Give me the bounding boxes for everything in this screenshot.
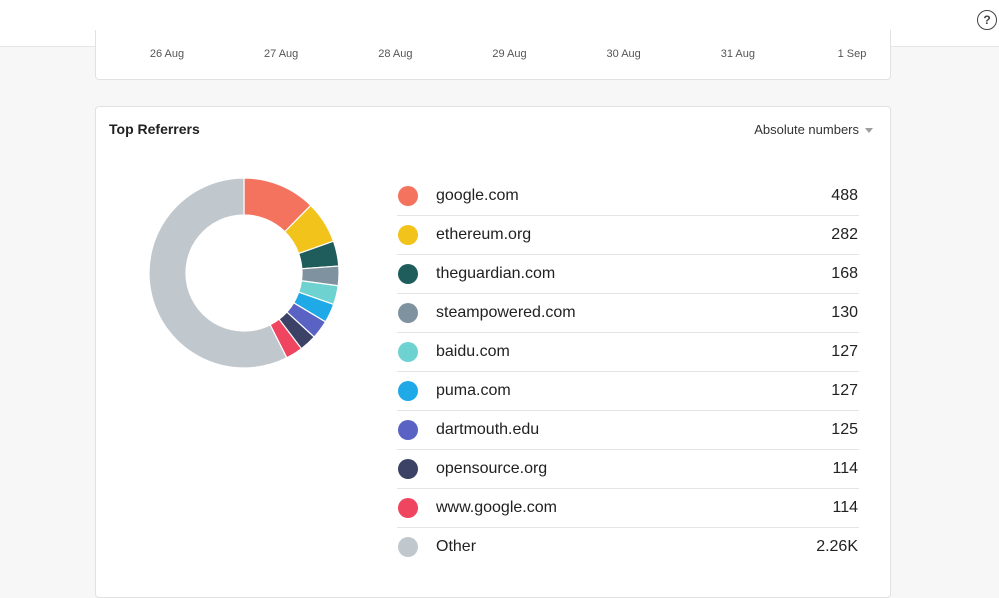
- legend-count: 282: [831, 226, 858, 243]
- legend-site-name: google.com: [436, 187, 519, 204]
- referrers-legend: google.com 488 ethereum.org 282 theguardian.…: [397, 177, 859, 566]
- legend-color-dot: [398, 459, 418, 479]
- legend-site-name: ethereum.org: [436, 226, 532, 243]
- legend-item[interactable]: Other 2.26K: [397, 528, 859, 566]
- legend-color-dot: [398, 264, 418, 284]
- referrers-donut-chart: [148, 177, 340, 369]
- legend-count: 168: [831, 265, 858, 282]
- donut-slice-other[interactable]: [148, 177, 288, 369]
- legend-color-dot: [398, 303, 418, 323]
- legend-color-dot: [398, 342, 418, 362]
- legend-color-dot: [398, 537, 418, 557]
- legend-count: 127: [831, 343, 858, 360]
- display-mode-label: Absolute numbers: [754, 122, 859, 137]
- legend-item[interactable]: theguardian.com 168: [397, 255, 859, 294]
- x-tick-label: 1 Sep: [837, 48, 867, 60]
- x-tick-label: 28 Aug: [378, 48, 413, 60]
- legend-color-dot: [398, 225, 418, 245]
- legend-site-name: puma.com: [436, 382, 511, 399]
- legend-count: 127: [831, 382, 858, 399]
- legend-item[interactable]: baidu.com 127: [397, 333, 859, 372]
- legend-count: 2.26K: [816, 538, 858, 555]
- legend-item[interactable]: steampowered.com 130: [397, 294, 859, 333]
- card-title: Top Referrers: [109, 121, 200, 137]
- x-tick-label: 26 Aug: [149, 48, 185, 60]
- legend-color-dot: [398, 186, 418, 206]
- legend-color-dot: [398, 381, 418, 401]
- legend-site-name: opensource.org: [436, 460, 548, 477]
- help-circle-icon[interactable]: ?: [977, 10, 997, 30]
- legend-color-dot: [398, 420, 418, 440]
- donut-svg: [148, 177, 340, 369]
- x-tick-label: 30 Aug: [606, 48, 641, 60]
- legend-site-name: www.google.com: [436, 499, 557, 516]
- legend-item[interactable]: puma.com 127: [397, 372, 859, 411]
- legend-site-name: Other: [436, 538, 477, 555]
- legend-count: 114: [832, 499, 858, 516]
- legend-site-name: theguardian.com: [436, 265, 556, 282]
- legend-item[interactable]: www.google.com 114: [397, 489, 859, 528]
- top-referrers-card: Top Referrers Absolute numbers google.co…: [95, 106, 891, 598]
- x-tick-label: 31 Aug: [720, 48, 755, 60]
- legend-item[interactable]: ethereum.org 282: [397, 216, 859, 255]
- x-tick-label: 27 Aug: [264, 48, 299, 60]
- legend-count: 125: [831, 421, 858, 438]
- caret-down-icon: [865, 127, 873, 133]
- legend-site-name: steampowered.com: [436, 304, 576, 321]
- timeline-chart-card: 26 Aug 27 Aug 28 Aug 29 Aug 30 Aug 31 Aug 1 Se…: [95, 30, 891, 80]
- legend-item[interactable]: opensource.org 114: [397, 450, 859, 489]
- legend-count: 130: [831, 304, 858, 321]
- legend-count: 488: [831, 187, 858, 204]
- legend-item[interactable]: google.com 488: [397, 177, 859, 216]
- legend-color-dot: [398, 498, 418, 518]
- x-tick-label: 29 Aug: [492, 48, 527, 60]
- display-mode-dropdown[interactable]: Absolute numbers: [754, 122, 873, 137]
- legend-count: 114: [832, 460, 858, 477]
- legend-site-name: baidu.com: [436, 343, 510, 360]
- legend-site-name: dartmouth.edu: [436, 421, 540, 438]
- legend-item[interactable]: dartmouth.edu 125: [397, 411, 859, 450]
